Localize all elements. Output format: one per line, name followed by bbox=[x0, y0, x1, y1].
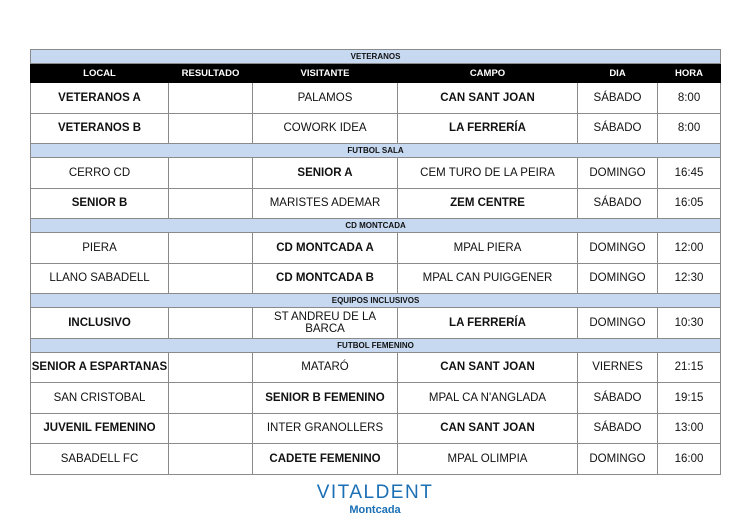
cell-resultado bbox=[168, 232, 253, 264]
cell-campo: ZEM CENTRE bbox=[397, 187, 578, 219]
match-row: SENIOR A ESPARTANAS MATARÓ CAN SANT JOAN VI… bbox=[30, 351, 722, 383]
cell-campo: MPAL PIERA bbox=[397, 232, 578, 264]
match-row: JUVENIL FEMENINO INTER GRANOLLERS CAN SANT… bbox=[30, 412, 722, 444]
cell-visitante: ST ANDREU DE LA BARCA bbox=[252, 307, 398, 339]
cell-campo: LA FERRERÍA bbox=[397, 307, 578, 339]
cell-dia: SÁBADO bbox=[577, 412, 658, 444]
match-row: SABADELL FC CADETE FEMENINO MPAL OLIMPIA DO… bbox=[30, 443, 722, 475]
cell-local: VETERANOS A bbox=[30, 82, 169, 114]
cell-dia: DOMINGO bbox=[577, 443, 658, 475]
cell-dia: DOMINGO bbox=[577, 307, 658, 339]
column-header-row: LOCAL RESULTADO VISITANTE CAMPO DIA HORA bbox=[30, 63, 722, 83]
cell-dia: DOMINGO bbox=[577, 232, 658, 264]
cell-resultado bbox=[168, 382, 253, 414]
section-title: CD MONTCADA bbox=[29, 218, 722, 233]
match-row: VETERANOS B COWORK IDEA LA FERRERÍA SÁBADO 8… bbox=[30, 112, 722, 144]
cell-dia: DOMINGO bbox=[577, 262, 658, 294]
cell-hora: 16:45 bbox=[656, 157, 722, 189]
cell-local: SAN CRISTOBAL bbox=[30, 382, 169, 414]
cell-visitante: CD MONTCADA A bbox=[252, 232, 398, 264]
match-row: PIERA CD MONTCADA A MPAL PIERA DOMINGO 12:00 bbox=[30, 232, 722, 264]
section-header: VETERANOS bbox=[29, 49, 722, 64]
cell-dia: VIERNES bbox=[577, 351, 658, 383]
cell-campo: MPAL OLIMPIA bbox=[397, 443, 578, 475]
cell-dia: SÁBADO bbox=[577, 112, 658, 144]
cell-visitante: COWORK IDEA bbox=[252, 112, 398, 144]
cell-visitante: INTER GRANOLLERS bbox=[252, 412, 398, 444]
cell-dia: SÁBADO bbox=[577, 187, 658, 219]
cell-local: PIERA bbox=[30, 232, 169, 264]
section-title: FUTBOL SALA bbox=[29, 143, 722, 158]
section-header: FUTBOL SALA bbox=[29, 143, 722, 158]
cell-visitante: SENIOR B FEMENINO bbox=[252, 382, 398, 414]
cell-hora: 8:00 bbox=[656, 82, 722, 114]
column-header-hora: HORA bbox=[656, 63, 722, 83]
cell-local: SENIOR A ESPARTANAS bbox=[30, 351, 169, 383]
cell-resultado bbox=[168, 307, 253, 339]
cell-resultado bbox=[168, 187, 253, 219]
cell-campo: CAN SANT JOAN bbox=[397, 412, 578, 444]
cell-campo: LA FERRERÍA bbox=[397, 112, 578, 144]
cell-local: INCLUSIVO bbox=[30, 307, 169, 339]
cell-hora: 12:30 bbox=[656, 262, 722, 294]
section-header: EQUIPOS INCLUSIVOS bbox=[29, 293, 722, 308]
cell-visitante: MATARÓ bbox=[252, 351, 398, 383]
cell-resultado bbox=[168, 82, 253, 114]
cell-resultado bbox=[168, 412, 253, 444]
cell-resultado bbox=[168, 351, 253, 383]
cell-local: CERRO CD bbox=[30, 157, 169, 189]
column-header-campo: CAMPO bbox=[397, 63, 578, 83]
cell-resultado bbox=[168, 262, 253, 294]
cell-dia: SÁBADO bbox=[577, 382, 658, 414]
cell-hora: 16:05 bbox=[656, 187, 722, 219]
cell-campo: CEM TURO DE LA PEIRA bbox=[397, 157, 578, 189]
cell-visitante: PALAMOS bbox=[252, 82, 398, 114]
column-header-local: LOCAL bbox=[30, 63, 169, 83]
cell-hora: 10:30 bbox=[656, 307, 722, 339]
cell-resultado bbox=[168, 157, 253, 189]
cell-dia: DOMINGO bbox=[577, 157, 658, 189]
column-header-resultado: RESULTADO bbox=[168, 63, 253, 83]
cell-dia: SÁBADO bbox=[577, 82, 658, 114]
match-row: SAN CRISTOBAL SENIOR B FEMENINO MPAL CA N'… bbox=[30, 382, 722, 414]
cell-local: SENIOR B bbox=[30, 187, 169, 219]
cell-local: VETERANOS B bbox=[30, 112, 169, 144]
cell-visitante: MARISTES ADEMAR bbox=[252, 187, 398, 219]
match-row: LLANO SABADELL CD MONTCADA B MPAL CAN PUIG… bbox=[30, 262, 722, 294]
cell-hora: 12:00 bbox=[656, 232, 722, 264]
column-header-dia: DIA bbox=[577, 63, 658, 83]
cell-local: LLANO SABADELL bbox=[30, 262, 169, 294]
cell-campo: CAN SANT JOAN bbox=[397, 82, 578, 114]
cell-hora: 19:15 bbox=[656, 382, 722, 414]
cell-hora: 21:15 bbox=[656, 351, 722, 383]
section-header: FUTBOL FEMENINO bbox=[29, 337, 722, 353]
section-title: EQUIPOS INCLUSIVOS bbox=[29, 293, 722, 308]
column-header-visitante: VISITANTE bbox=[252, 63, 398, 83]
cell-local: JUVENIL FEMENINO bbox=[30, 412, 169, 444]
section-title: FUTBOL FEMENINO bbox=[29, 337, 722, 353]
cell-campo: MPAL CA N'ANGLADA bbox=[397, 382, 578, 414]
match-row: SENIOR B MARISTES ADEMAR ZEM CENTRE SÁBADO 1… bbox=[30, 187, 722, 219]
cell-visitante: CD MONTCADA B bbox=[252, 262, 398, 294]
cell-campo: CAN SANT JOAN bbox=[397, 351, 578, 383]
cell-visitante: SENIOR A bbox=[252, 157, 398, 189]
cell-local: SABADELL FC bbox=[30, 443, 169, 475]
cell-hora: 16:00 bbox=[656, 443, 722, 475]
match-row: CERRO CD SENIOR A CEM TURO DE LA PEIRA DOMI… bbox=[30, 157, 722, 189]
section-header: CD MONTCADA bbox=[29, 218, 722, 233]
cell-hora: 8:00 bbox=[656, 112, 722, 144]
section-title: VETERANOS bbox=[29, 49, 722, 64]
match-row: INCLUSIVO ST ANDREU DE LA BARCA LA FERRERÍ… bbox=[30, 307, 722, 339]
vitaldent-logo: VITALDENT Montcada bbox=[0, 483, 750, 517]
cell-visitante: CADETE FEMENINO bbox=[252, 443, 398, 475]
logo-brand: VITALDENT bbox=[316, 482, 434, 503]
logo-subtitle: Montcada bbox=[349, 504, 401, 516]
cell-resultado bbox=[168, 443, 253, 475]
schedule-table: VETERANOS LOCAL RESULTADO VISITANTE CAMPO DIA… bbox=[29, 49, 722, 475]
cell-resultado bbox=[168, 112, 253, 144]
cell-hora: 13:00 bbox=[656, 412, 722, 444]
cell-campo: MPAL CAN PUIGGENER bbox=[397, 262, 578, 294]
match-row: VETERANOS A PALAMOS CAN SANT JOAN SÁBADO 8:0… bbox=[30, 82, 722, 114]
